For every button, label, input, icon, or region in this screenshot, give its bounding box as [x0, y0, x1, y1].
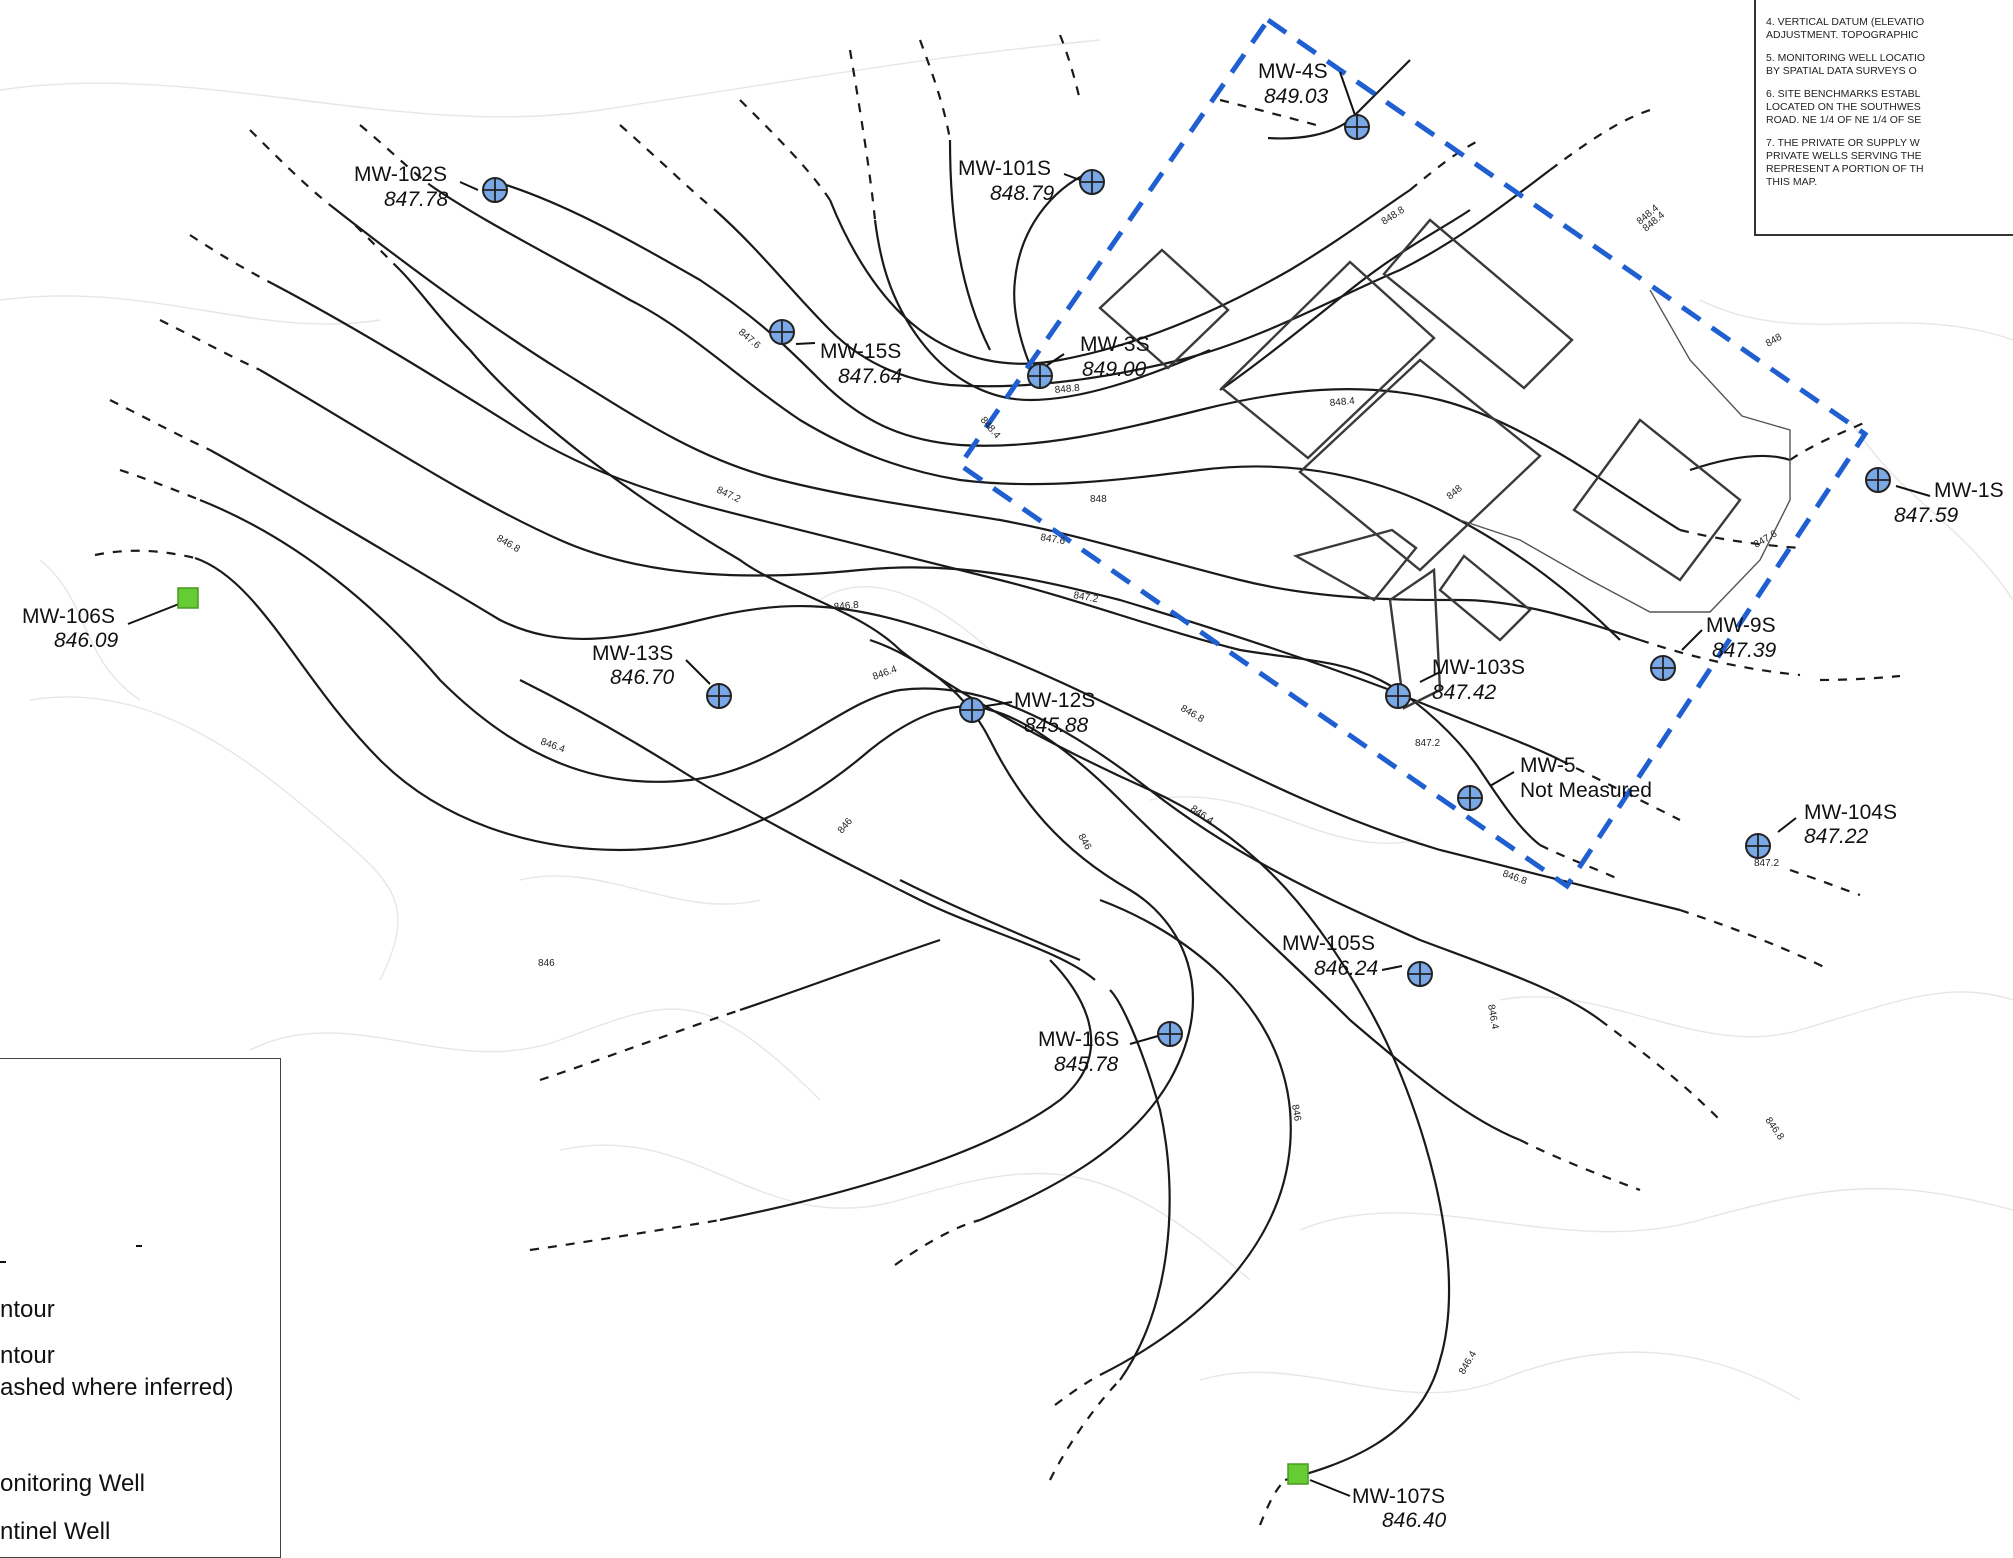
contour-label: 846.8 — [1763, 1115, 1787, 1142]
monitoring-well-icon[interactable] — [1028, 364, 1052, 388]
well-elev-mw-102s: 847.78 — [384, 188, 449, 211]
monitoring-well-icon[interactable] — [960, 698, 984, 722]
monitoring-well-icon[interactable] — [1080, 170, 1104, 194]
well-elev-mw-4s: 849.03 — [1264, 85, 1329, 108]
note-5: 5. MONITORING WELL LOCATIO BY SPATIAL DA… — [1766, 52, 2013, 78]
well-label-mw-106s: MW-106S — [22, 605, 115, 628]
legend-item-monitoring-well: onitoring Well — [0, 1470, 145, 1498]
well-markers: MW-4S 849.03 MW-102S 847.78 MW-101S 848.… — [22, 60, 2004, 1532]
legend-item-contour-inferred-note: ashed where inferred) — [0, 1374, 233, 1402]
contour-label: 847.2 — [715, 485, 743, 506]
contour-label: 848.8 — [1054, 383, 1080, 396]
contour-label: 846.8 — [833, 600, 859, 613]
contour-label: 847.2 — [1072, 590, 1099, 605]
well-elev-mw-9s: 847.39 — [1712, 639, 1777, 662]
monitoring-well-icon[interactable] — [1386, 684, 1410, 708]
monitoring-well-icon[interactable] — [1651, 656, 1675, 680]
note-6: 6. SITE BENCHMARKS ESTABL LOCATED ON THE… — [1766, 88, 2013, 127]
well-label-mw-5: MW-5 — [1520, 754, 1576, 777]
well-elev-mw-15s: 847.64 — [838, 365, 902, 388]
contour-label: 846.4 — [1485, 1004, 1500, 1031]
monitoring-well-icon[interactable] — [483, 178, 507, 202]
well-label-mw-15s: MW-15S — [820, 340, 901, 363]
contour-label: 846.4 — [871, 664, 899, 683]
monitoring-well-icon[interactable] — [1345, 115, 1369, 139]
well-elev-mw-1s: 847.59 — [1894, 504, 1959, 527]
contour-label: 846 — [836, 816, 855, 836]
well-label-mw-102s: MW-102S — [354, 163, 447, 186]
monitoring-well-icon[interactable] — [1746, 834, 1770, 858]
note-7: 7. THE PRIVATE OR SUPPLY W PRIVATE WELLS… — [1766, 137, 2013, 189]
contour-label: 846 — [1075, 832, 1093, 852]
well-elev-mw-101s: 848.79 — [990, 182, 1055, 205]
well-elev-mw-105s: 846.24 — [1314, 957, 1378, 980]
legend-item-contour-inferred: ntour — [0, 1342, 55, 1370]
well-elev-mw-12s: 845.88 — [1024, 714, 1089, 737]
contour-label: 846.8 — [1179, 703, 1207, 725]
contour-label: 846.4 — [539, 736, 567, 755]
well-label-mw-12s: MW-12S — [1014, 689, 1095, 712]
contour-label: 847.2 — [1415, 738, 1440, 749]
well-label-mw-103s: MW-103S — [1432, 656, 1525, 679]
contour-label: 848 — [1764, 332, 1784, 350]
well-label-mw-104s: MW-104S — [1804, 801, 1897, 824]
contour-label: 846 — [538, 958, 555, 969]
contour-label: 847.6 — [736, 327, 763, 352]
monitoring-well-icon[interactable] — [1158, 1022, 1182, 1046]
well-label-mw-16s: MW-16S — [1038, 1028, 1119, 1051]
note-4: 4. VERTICAL DATUM (ELEVATIO ADJUSTMENT. … — [1766, 16, 2013, 42]
monitoring-well-icon[interactable] — [707, 684, 731, 708]
background-topography — [0, 40, 2013, 1400]
sentinel-well-icon[interactable] — [178, 588, 198, 608]
contour-label: 848 — [1090, 494, 1107, 505]
contour-label: 846.4 — [1457, 1349, 1479, 1377]
well-label-mw-101s: MW-101S — [958, 157, 1051, 180]
well-elev-mw-13s: 846.70 — [610, 666, 675, 689]
well-elev-mw-106s: 846.09 — [54, 629, 119, 652]
sentinel-well-icon[interactable] — [1288, 1464, 1308, 1484]
well-label-mw-1s: MW-1S — [1934, 479, 2004, 502]
contour-label: 848 — [1445, 483, 1465, 502]
well-label-mw-13s: MW-13S — [592, 642, 673, 665]
monitoring-well-icon[interactable] — [1408, 962, 1432, 986]
map-notes-panel: 4. VERTICAL DATUM (ELEVATIO ADJUSTMENT. … — [1754, 0, 2013, 236]
property-boundary — [960, 20, 1865, 886]
well-label-mw-9s: MW-9S — [1706, 614, 1776, 637]
monitoring-well-icon[interactable] — [1866, 468, 1890, 492]
well-label-mw-4s: MW-4S — [1258, 60, 1328, 83]
well-elev-mw-107s: 846.40 — [1382, 1509, 1447, 1532]
well-elev-mw-3s: 849.00 — [1082, 358, 1147, 381]
contour-label: 847.2 — [1754, 858, 1779, 869]
contour-label: 846.8 — [495, 533, 523, 555]
well-elev-mw-103s: 847.42 — [1432, 681, 1497, 704]
well-label-mw-105s: MW-105S — [1282, 932, 1375, 955]
monitoring-well-icon[interactable] — [770, 320, 794, 344]
well-elev-mw-16s: 845.78 — [1054, 1053, 1119, 1076]
legend-item-contour: ntour — [0, 1296, 55, 1324]
well-label-mw-3s: MW-3S — [1080, 333, 1150, 356]
monitoring-well-icon[interactable] — [1458, 786, 1482, 810]
well-label-mw-107s: MW-107S — [1352, 1485, 1445, 1508]
contour-label: 848.4 — [1329, 396, 1355, 409]
well-elev-mw-5: Not Measured — [1520, 779, 1652, 802]
legend-item-sentinel-well: ntinel Well — [0, 1518, 110, 1546]
well-elev-mw-104s: 847.22 — [1804, 825, 1869, 848]
contour-label: 848.4 — [978, 415, 1003, 442]
